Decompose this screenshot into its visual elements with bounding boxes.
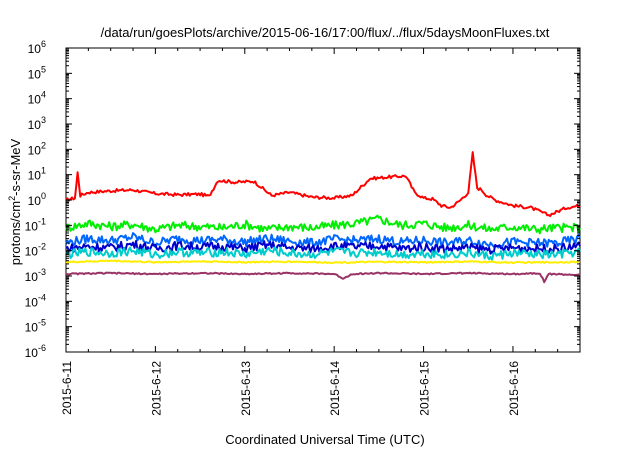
y-tick-label: 10-3 [25,267,46,284]
y-tick-label: 10-6 [25,343,46,360]
y-tick-base: 10 [25,219,39,233]
y-tick-exponent: 0 [41,191,46,201]
y-tick-label: 105 [28,64,46,81]
chart-title: /data/run/goesPlots/archive/2015-06-16/1… [101,25,550,40]
x-tick-labels: 2015-6-11 2015-6-12 2015-6-13 2015-6-14 2015… [60,361,521,416]
x-axis-label: Coordinated Universal Time (UTC) [225,432,424,447]
y-tick-exponent: -6 [38,343,46,353]
y-tick-base: 10 [28,67,42,81]
y-tick-exponent: 6 [41,39,46,49]
y-tick-base: 10 [28,118,42,132]
series-line-4 [65,246,581,261]
y-tick-base: 10 [25,346,39,360]
y-tick-exponent: 1 [41,166,46,176]
x-tick-label: 2015-6-14 [328,361,342,416]
y-tick-exponent: 2 [41,140,46,150]
y-tick-label: 100 [28,191,46,208]
y-tick-base: 10 [25,245,39,259]
y-tick-label: 10-4 [25,292,46,309]
y-tick-label: 102 [28,140,46,157]
y-tick-base: 10 [25,270,39,284]
y-tick-label: 103 [28,115,46,132]
y-tick-exponent: -1 [38,216,46,226]
y-tick-base: 10 [28,169,42,183]
y-axis-label-main: protons/cm [8,201,23,265]
y-tick-base: 10 [25,321,39,335]
y-tick-label: 10-2 [25,242,46,259]
plot-frame [65,47,581,353]
y-tick-exponent: 3 [41,115,46,125]
y-tick-label: 106 [28,39,46,56]
y-tick-base: 10 [25,295,39,309]
axes-layer [65,47,581,353]
y-tick-exponent: 5 [41,64,46,74]
y-tick-labels: 10-610-510-410-310-210-11001011021031041… [25,39,46,360]
series-layer [65,151,581,284]
y-tick-exponent: 4 [41,90,46,100]
series-line-5 [65,259,581,265]
y-tick-label: 10-5 [25,318,46,335]
y-tick-label: 10-1 [25,216,46,233]
y-tick-base: 10 [28,93,42,107]
y-tick-label: 101 [28,166,46,183]
x-tick-label: 2015-6-12 [149,361,163,416]
y-tick-base: 10 [28,194,42,208]
y-tick-exponent: -4 [38,292,46,302]
plot-area [65,47,581,353]
y-axis-label-tail: -s-sr-MeV [8,138,23,195]
y-tick-base: 10 [28,42,42,56]
y-axis-label: protons/cm2-s-sr-MeV [7,138,23,265]
series-line-3 [65,240,581,255]
y-tick-label: 104 [28,90,46,107]
y-tick-base: 10 [28,143,42,157]
x-tick-label: 2015-6-15 [418,361,432,416]
y-tick-exponent: -5 [38,318,46,328]
y-tick-exponent: -2 [38,242,46,252]
y-axis-label-sup: 2 [7,196,17,201]
x-tick-label: 2015-6-13 [239,361,253,416]
x-tick-label: 2015-6-16 [507,361,521,416]
series-line-1 [65,214,581,235]
series-line-6 [65,271,581,284]
y-tick-exponent: -3 [38,267,46,277]
x-tick-label: 2015-6-11 [60,361,74,415]
series-line-0 [65,151,581,218]
